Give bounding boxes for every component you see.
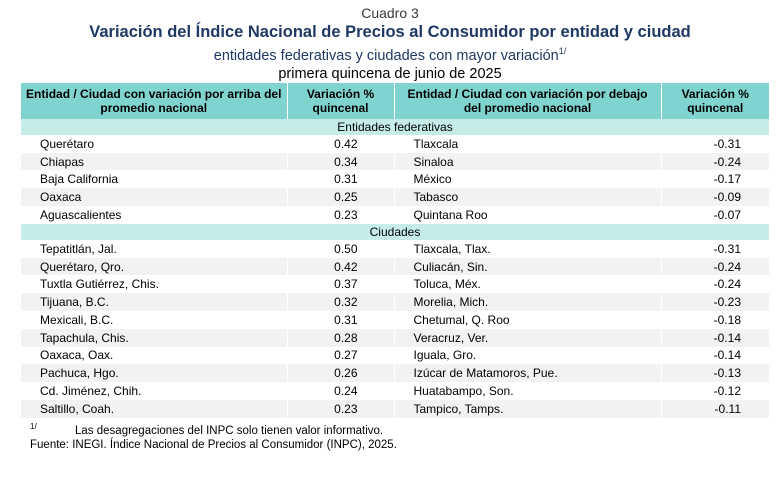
section-header-row: Ciudades: [21, 223, 769, 240]
below-variation-cell: -0.17: [660, 170, 769, 189]
above-entity-cell: Querétaro: [21, 134, 287, 153]
below-entity-cell: Izúcar de Matamoros, Pue.: [393, 364, 661, 383]
below-entity-cell: Sinaloa: [393, 152, 661, 171]
table-header: Entidad / Ciudad con variación por arrib…: [21, 82, 769, 119]
above-entity-cell: Aguascalientes: [21, 206, 287, 224]
table-row: Oaxaca, Oax. 0.27 Iguala, Gro. -0.14: [21, 346, 769, 365]
above-variation-cell: 0.24: [286, 382, 394, 400]
subtitle: entidades federativas y ciudades con may…: [0, 42, 780, 65]
below-variation-cell: -0.24: [660, 152, 769, 171]
below-variation-cell: -0.31: [660, 239, 769, 258]
above-variation-cell: 0.27: [286, 346, 394, 365]
above-entity-cell: Tapachula, Chis.: [21, 328, 287, 347]
above-variation-cell: 0.23: [286, 206, 394, 224]
below-entity-cell: Iguala, Gro.: [393, 346, 661, 365]
above-variation-cell: 0.42: [286, 134, 394, 153]
below-entity-cell: Veracruz, Ver.: [393, 328, 661, 347]
below-variation-cell: -0.24: [660, 275, 769, 294]
above-entity-cell: Cd. Jiménez, Chih.: [21, 382, 287, 400]
below-variation-cell: -0.14: [660, 346, 769, 365]
table-body: Entidades federativas Querétaro 0.42 Tlaxca…: [21, 118, 769, 418]
table-row: Mexicali, B.C. 0.31 Chetumal, Q. Roo -0.18: [21, 311, 769, 329]
period-label: primera quincena de junio de 2025: [278, 65, 502, 82]
cpi-variation-table: Entidad / Ciudad con variación por arrib…: [21, 82, 769, 418]
below-variation-cell: -0.23: [660, 293, 769, 311]
table-row: Tuxtla Gutiérrez, Chis. 0.37 Toluca, Méx. -…: [21, 275, 769, 294]
below-variation-cell: -0.14: [660, 328, 769, 347]
source-note: Fuente: INEGI. Índice Nacional de Precio…: [30, 438, 397, 451]
notes-block: 1/ Las desagregaciones del INPC solo tie…: [30, 420, 780, 438]
footnote-marker: 1/: [30, 421, 37, 431]
below-entity-cell: Tampico, Tamps.: [393, 399, 661, 418]
header-below-entity: Entidad / Ciudad con variación por debaj…: [393, 82, 661, 119]
above-variation-cell: 0.42: [286, 257, 394, 276]
below-variation-cell: -0.12: [660, 382, 769, 400]
above-entity-cell: Saltillo, Coah.: [21, 399, 287, 418]
table-title-block: Cuadro 3 Variación del Índice Nacional d…: [0, 5, 780, 83]
table-row: Saltillo, Coah. 0.23 Tampico, Tamps. -0.11: [21, 399, 769, 418]
below-variation-cell: -0.24: [660, 257, 769, 276]
section-label: Ciudades: [21, 223, 769, 240]
below-entity-cell: Culiacán, Sin.: [393, 257, 661, 276]
cuadro-label: Cuadro 3: [361, 5, 419, 21]
above-entity-cell: Baja California: [21, 170, 287, 189]
subtitle-text: entidades federativas y ciudades con may…: [213, 47, 559, 64]
below-variation-cell: -0.07: [660, 206, 769, 224]
above-variation-cell: 0.23: [286, 399, 394, 418]
below-entity-cell: Tabasco: [393, 188, 661, 207]
below-variation-cell: -0.18: [660, 311, 769, 329]
table-row: Pachuca, Hgo. 0.26 Izúcar de Matamoros, Pu…: [21, 364, 769, 383]
above-entity-cell: Tepatitlán, Jal.: [21, 239, 287, 258]
table-row: Querétaro 0.42 Tlaxcala -0.31: [21, 134, 769, 153]
below-entity-cell: Tlaxcala, Tlax.: [393, 239, 661, 258]
below-variation-cell: -0.09: [660, 188, 769, 207]
page-title: Variación del Índice Nacional de Precios…: [89, 23, 691, 41]
above-variation-cell: 0.25: [286, 188, 394, 207]
below-entity-cell: Chetumal, Q. Roo: [393, 311, 661, 329]
subtitle-footnote-marker: 1/: [558, 46, 567, 56]
below-entity-cell: Tlaxcala: [393, 134, 661, 153]
table-row: Cd. Jiménez, Chih. 0.24 Huatabampo, Son. -0…: [21, 382, 769, 400]
above-variation-cell: 0.31: [286, 170, 394, 189]
above-entity-cell: Chiapas: [21, 152, 287, 171]
below-variation-cell: -0.13: [660, 364, 769, 383]
table-row: Tapachula, Chis. 0.28 Veracruz, Ver. -0.14: [21, 328, 769, 347]
header-below-variation: Variación % quincenal: [660, 82, 769, 119]
below-entity-cell: México: [393, 170, 661, 189]
table-row: Tijuana, B.C. 0.32 Morelia, Mich. -0.23: [21, 293, 769, 311]
section-header-row: Entidades federativas: [21, 118, 769, 135]
above-entity-cell: Mexicali, B.C.: [21, 311, 287, 329]
below-entity-cell: Quintana Roo: [393, 206, 661, 224]
below-entity-cell: Morelia, Mich.: [393, 293, 661, 311]
footnote: 1/ Las desagregaciones del INPC solo tie…: [30, 420, 780, 438]
table-row: Baja California 0.31 México -0.17: [21, 170, 769, 189]
above-entity-cell: Tuxtla Gutiérrez, Chis.: [21, 275, 287, 294]
above-variation-cell: 0.32: [286, 293, 394, 311]
above-variation-cell: 0.50: [286, 239, 394, 258]
section-label: Entidades federativas: [21, 118, 769, 135]
above-entity-cell: Tijuana, B.C.: [21, 293, 287, 311]
below-entity-cell: Huatabampo, Son.: [393, 382, 661, 400]
table-row: Oaxaca 0.25 Tabasco -0.09: [21, 188, 769, 207]
above-variation-cell: 0.31: [286, 311, 394, 329]
below-variation-cell: -0.31: [660, 134, 769, 153]
table-row: Aguascalientes 0.23 Quintana Roo -0.07: [21, 206, 769, 224]
table-row: Chiapas 0.34 Sinaloa -0.24: [21, 152, 769, 171]
below-variation-cell: -0.11: [660, 399, 769, 418]
above-variation-cell: 0.34: [286, 152, 394, 171]
table-row: Querétaro, Qro. 0.42 Culiacán, Sin. -0.24: [21, 257, 769, 276]
below-entity-cell: Toluca, Méx.: [393, 275, 661, 294]
above-entity-cell: Pachuca, Hgo.: [21, 364, 287, 383]
table-row: Tepatitlán, Jal. 0.50 Tlaxcala, Tlax. -0.31: [21, 239, 769, 258]
footnote-text: Las desagregaciones del INPC solo tienen…: [75, 424, 384, 437]
above-variation-cell: 0.37: [286, 275, 394, 294]
above-entity-cell: Querétaro, Qro.: [21, 257, 287, 276]
above-variation-cell: 0.28: [286, 328, 394, 347]
above-variation-cell: 0.26: [286, 364, 394, 383]
above-entity-cell: Oaxaca, Oax.: [21, 346, 287, 365]
above-entity-cell: Oaxaca: [21, 188, 287, 207]
header-above-variation: Variación % quincenal: [286, 82, 394, 119]
header-above-entity: Entidad / Ciudad con variación por arrib…: [21, 82, 287, 119]
